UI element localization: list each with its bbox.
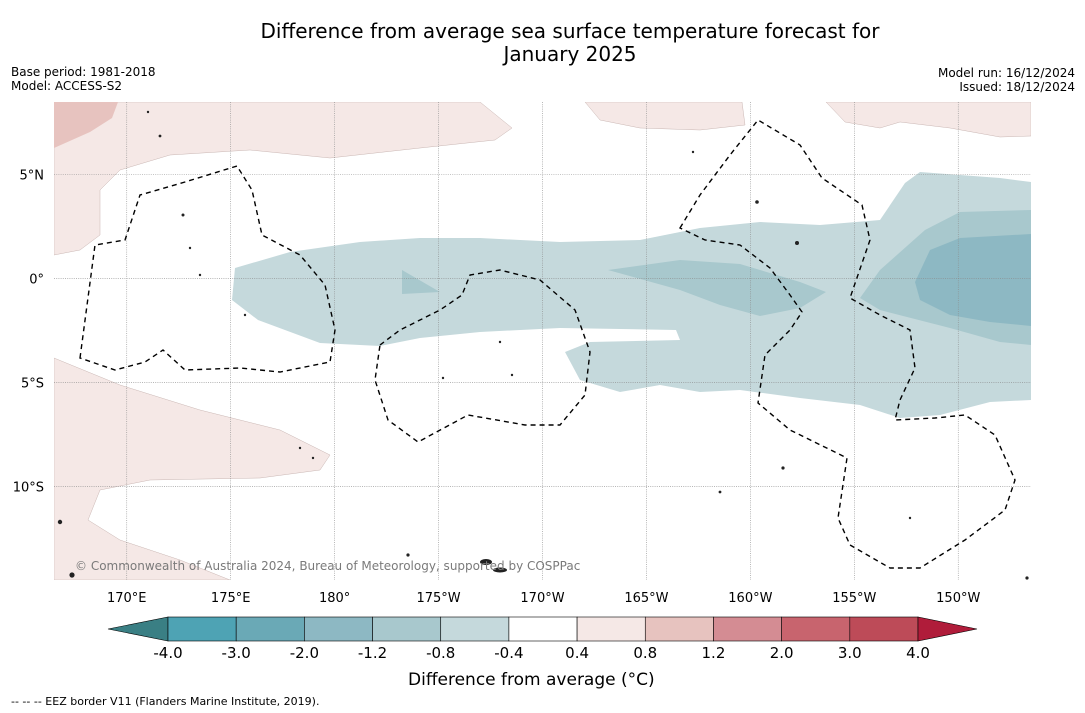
colorbar-bin (372, 616, 442, 642)
longitude-tick-labels: 170°E 175°E 180° 175°W 170°W 165°W 160°W 155°W 1… (107, 591, 980, 606)
title-line-1: Difference from average sea surface temp… (260, 19, 880, 43)
map-title: Difference from average sea surface temp… (0, 20, 1085, 66)
island (691, 150, 695, 154)
longitude-tick-label: 150°W (936, 591, 980, 606)
island (1025, 576, 1029, 580)
warm-region-north-center (584, 102, 746, 131)
colorbar (107, 616, 978, 642)
colorbar-tick-label: 2.0 (770, 644, 794, 662)
warm-region-northwest-strong (54, 102, 118, 148)
eez-borders (79, 119, 1016, 569)
colorbar-tick-label: 4.0 (906, 644, 930, 662)
colorbar-tick-label: 3.0 (838, 644, 862, 662)
island (498, 340, 502, 344)
latitude-tick-label: 5°N (20, 169, 45, 184)
colorbar-bin (576, 616, 646, 642)
copyright-text: © Commonwealth of Australia 2024, Bureau… (75, 559, 580, 573)
latitude-tick-label: 5°S (21, 377, 44, 392)
islands (57, 110, 1029, 580)
cool-core-central (608, 260, 826, 316)
longitude-tick-label: 170°E (107, 591, 147, 606)
eez-border-kiribati-gilberts (79, 165, 336, 373)
island (406, 553, 410, 557)
colorbar-bin (849, 616, 919, 642)
colorbar-bin (167, 616, 237, 642)
colorbar-tick-label: -0.4 (494, 644, 523, 662)
cool-core-west (402, 270, 440, 294)
map-area (54, 102, 1031, 580)
colorbar-tick-label: -3.0 (222, 644, 251, 662)
colorbar-tick-label: -2.0 (290, 644, 319, 662)
longitude-tick-label: 180° (319, 591, 350, 606)
colorbar-extension-high (917, 616, 978, 642)
meta-left: Base period: 1981-2018 Model: ACCESS-S2 (11, 65, 156, 93)
eez-border-kiribati-phoenix (374, 269, 591, 443)
eez-border-kiribati-line (679, 119, 1016, 569)
cool-band-main (232, 172, 1031, 418)
island (781, 466, 785, 470)
issued-date: Issued: 18/12/2024 (959, 80, 1075, 94)
island (243, 313, 247, 317)
island (311, 456, 315, 460)
island (146, 110, 150, 114)
colorbar-bin (304, 616, 373, 642)
colorbar-tick-label: -1.2 (358, 644, 387, 662)
longitude-tick-label: 160°W (728, 591, 772, 606)
island (69, 572, 75, 578)
longitude-tick-label: 165°W (624, 591, 668, 606)
island (298, 446, 302, 450)
colorbar-bin (508, 616, 578, 642)
warm-region-southwest (54, 357, 331, 580)
colorbar-bin (644, 616, 714, 642)
colorbar-tick-label: 0.4 (565, 644, 589, 662)
colorbar-tick-label: 1.2 (702, 644, 726, 662)
colorbar-bin (781, 616, 851, 642)
island (755, 200, 759, 204)
model-name: Model: ACCESS-S2 (11, 79, 123, 93)
eez-legend-note: -- -- -- EEZ border V11 (Flanders Marine… (11, 695, 320, 708)
island (795, 241, 799, 245)
meta-right: Model run: 16/12/2024 Issued: 18/12/2024 (938, 66, 1075, 94)
island (57, 519, 63, 525)
island (198, 273, 202, 277)
latitude-tick-label: 0° (29, 273, 44, 288)
latitude-tick-labels: 5°N 0° 5°S 10°S (13, 169, 44, 496)
longitude-tick-label: 155°W (832, 591, 876, 606)
longitude-tick-label: 175°E (211, 591, 251, 606)
colorbar-bin (713, 616, 782, 642)
island (908, 516, 912, 520)
cool-anomaly-regions (232, 172, 1031, 418)
island (441, 376, 445, 380)
gridlines (54, 102, 1031, 580)
model-run: Model run: 16/12/2024 (937, 66, 1075, 80)
island (718, 490, 722, 494)
island (510, 373, 514, 377)
colorbar-bin (235, 616, 305, 642)
warm-region-northeast (825, 102, 1031, 138)
cool-core-east-strong (915, 234, 1031, 326)
island (188, 246, 192, 250)
base-period: Base period: 1981-2018 (11, 65, 156, 79)
island-samoa-east (493, 567, 507, 573)
colorbar-label: Difference from average (°C) (408, 670, 655, 690)
colorbar-tick-label: -4.0 (153, 644, 182, 662)
island (158, 134, 162, 138)
colorbar-extension-low (107, 616, 169, 642)
colorbar-tick-label: -0.8 (426, 644, 455, 662)
colorbar-tick-label: 0.8 (633, 644, 657, 662)
title-line-2: January 2025 (503, 42, 637, 66)
colorbar-bin (440, 616, 510, 642)
island (181, 213, 185, 217)
warm-anomaly-regions (54, 102, 1031, 580)
colorbar-tick-labels: -4.0 -3.0 -2.0 -1.2 -0.8 -0.4 0.4 0.8 1.2 2.0 3.0 4… (153, 644, 930, 662)
warm-region-northwest (54, 102, 513, 256)
latitude-tick-label: 10°S (13, 480, 44, 495)
longitude-tick-label: 175°W (416, 591, 460, 606)
longitude-tick-label: 170°W (520, 591, 564, 606)
island-samoa (480, 559, 492, 565)
